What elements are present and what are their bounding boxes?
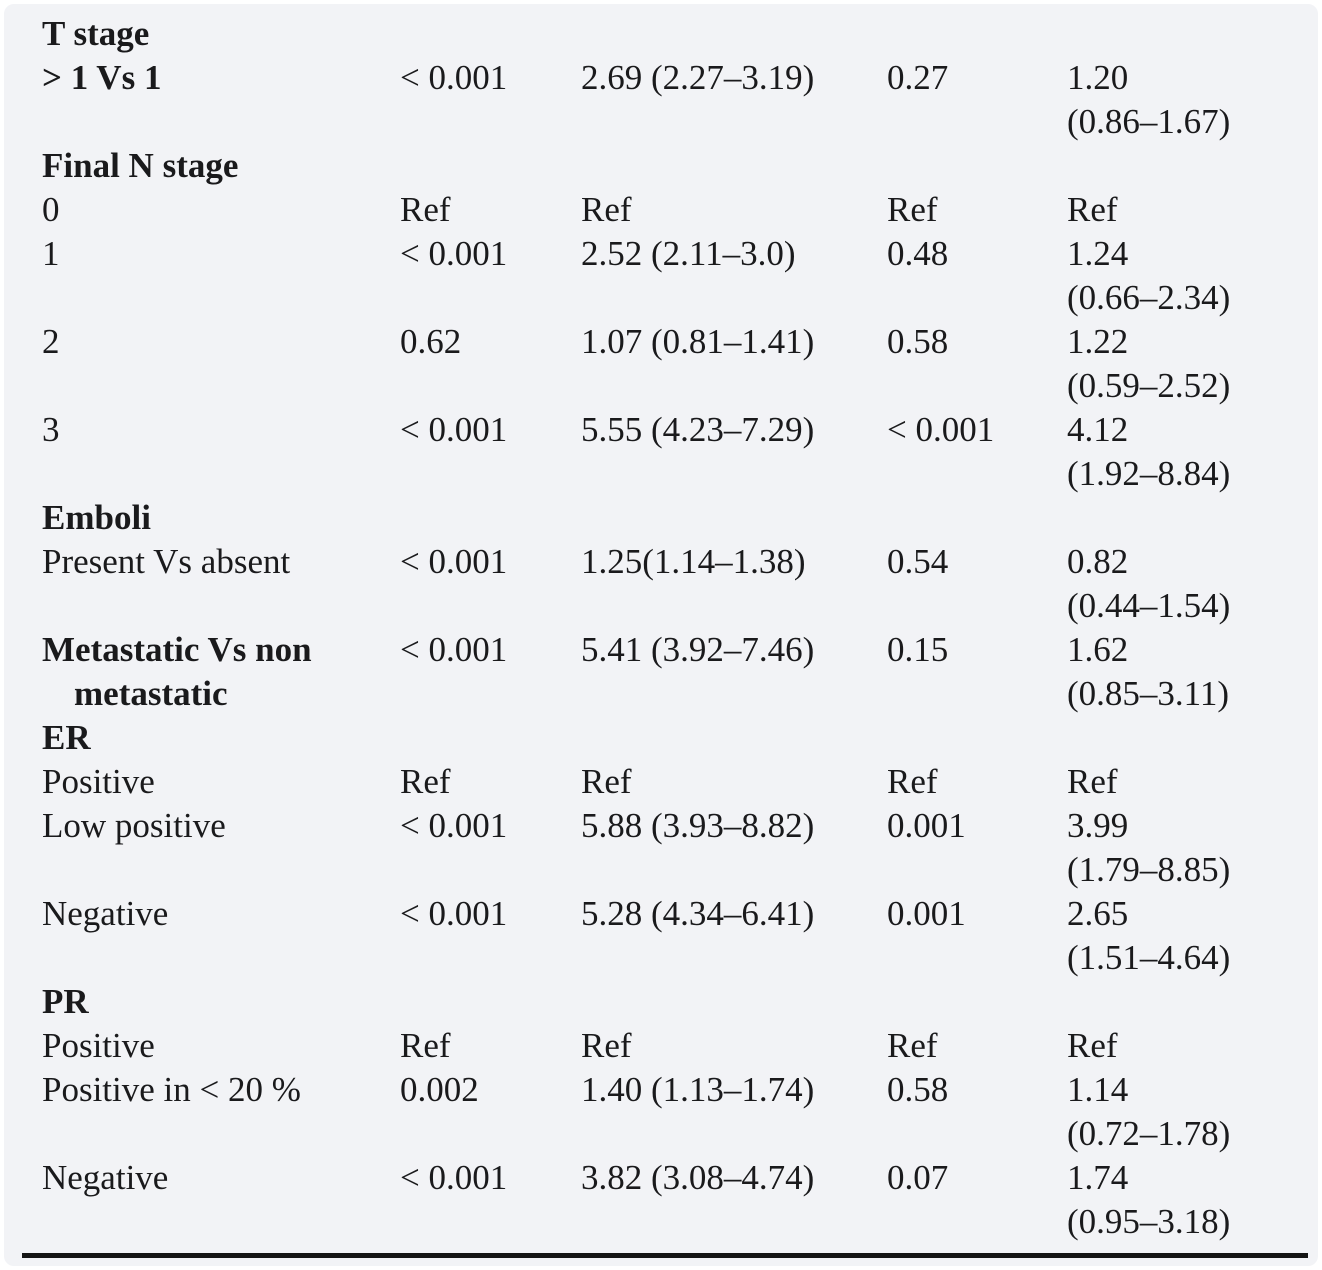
table-row: 0 Ref Ref Ref Ref: [42, 188, 1294, 232]
estimate-ci-cell: Ref: [1067, 190, 1118, 229]
estimate-ci-cell: 1.24 (0.66–2.34): [1067, 234, 1231, 317]
table-row: Positive in < 20 % 0.002 1.40 (1.13–1.74…: [42, 1068, 1294, 1156]
p-value-cell: 0.58: [887, 1070, 949, 1109]
section-label: ER: [42, 718, 91, 757]
table-row: > 1 Vs 1 < 0.001 2.69 (2.27–3.19) 0.27 1…: [42, 56, 1294, 144]
p-value-cell: < 0.001: [400, 630, 508, 669]
row-label: Low positive: [42, 806, 226, 845]
section-label: Final N stage: [42, 146, 239, 185]
p-value-cell: 0.58: [887, 322, 949, 361]
p-value-cell: 0.001: [887, 894, 966, 933]
p-value-cell: < 0.001: [887, 410, 995, 449]
estimate-ci-cell: 0.82 (0.44–1.54): [1067, 542, 1231, 625]
estimate-ci-cell: 1.22 (0.59–2.52): [1067, 322, 1231, 405]
table-section-row: Final N stage: [42, 144, 1294, 188]
row-label: Metastatic Vs non metastatic: [42, 630, 312, 713]
row-label: 3: [42, 410, 60, 449]
row-label: Present Vs absent: [42, 542, 291, 581]
estimate-ci-cell: 1.74 (0.95–3.18): [1067, 1158, 1231, 1241]
section-label: PR: [42, 982, 89, 1021]
table-row: Negative < 0.001 5.28 (4.34–6.41) 0.001 …: [42, 892, 1294, 980]
estimate-ci-cell: 2.52 (2.11–3.0): [581, 234, 796, 273]
row-label: Positive: [42, 762, 155, 801]
estimate-ci-cell: 5.41 (3.92–7.46): [581, 630, 815, 669]
p-value-cell: Ref: [400, 1026, 451, 1065]
p-value-cell: 0.48: [887, 234, 949, 273]
row-label: Negative: [42, 1158, 169, 1197]
p-value-cell: Ref: [887, 1026, 938, 1065]
row-label: 2: [42, 322, 60, 361]
table-section-row: Emboli: [42, 496, 1294, 540]
estimate-ci-cell: 1.07 (0.81–1.41): [581, 322, 815, 361]
estimate-ci-cell: Ref: [581, 1026, 632, 1065]
estimate-ci-cell: 3.82 (3.08–4.74): [581, 1158, 815, 1197]
estimate-ci-cell: 1.62 (0.85–3.11): [1067, 630, 1230, 713]
p-value-cell: 0.27: [887, 58, 949, 97]
p-value-cell: Ref: [400, 762, 451, 801]
table-row: 3 < 0.001 5.55 (4.23–7.29) < 0.001 4.12 …: [42, 408, 1294, 496]
row-label: Negative: [42, 894, 169, 933]
table-section-row: PR: [42, 980, 1294, 1024]
p-value-cell: < 0.001: [400, 806, 508, 845]
table-row: Metastatic Vs non metastatic < 0.001 5.4…: [42, 628, 1294, 716]
p-value-cell: 0.07: [887, 1158, 949, 1197]
estimate-ci-cell: Ref: [581, 190, 632, 229]
estimate-ci-cell: Ref: [1067, 1026, 1118, 1065]
estimate-ci-cell: 1.20 (0.86–1.67): [1067, 58, 1231, 141]
estimate-ci-cell: 2.65 (1.51–4.64): [1067, 894, 1231, 977]
table-row: Positive Ref Ref Ref Ref: [42, 1024, 1294, 1068]
p-value-cell: < 0.001: [400, 1158, 508, 1197]
table-row: 2 0.62 1.07 (0.81–1.41) 0.58 1.22 (0.59–…: [42, 320, 1294, 408]
row-label: > 1 Vs 1: [42, 58, 162, 97]
table-row: Negative < 0.001 3.82 (3.08–4.74) 0.07 1…: [42, 1156, 1294, 1244]
table-row: Present Vs absent < 0.001 1.25(1.14–1.38…: [42, 540, 1294, 628]
table-row: Positive Ref Ref Ref Ref: [42, 760, 1294, 804]
estimate-ci-cell: 1.14 (0.72–1.78): [1067, 1070, 1231, 1153]
estimate-ci-cell: 4.12 (1.92–8.84): [1067, 410, 1231, 493]
p-value-cell: < 0.001: [400, 894, 508, 933]
p-value-cell: Ref: [887, 190, 938, 229]
p-value-cell: < 0.001: [400, 542, 508, 581]
table-row: 1 < 0.001 2.52 (2.11–3.0) 0.48 1.24 (0.6…: [42, 232, 1294, 320]
estimate-ci-cell: 1.40 (1.13–1.74): [581, 1070, 815, 1109]
estimate-ci-cell: 5.28 (4.34–6.41): [581, 894, 815, 933]
estimate-ci-cell: 3.99 (1.79–8.85): [1067, 806, 1231, 889]
row-label: 1: [42, 234, 60, 273]
estimate-ci-cell: 5.88 (3.93–8.82): [581, 806, 815, 845]
estimate-ci-cell: 2.69 (2.27–3.19): [581, 58, 815, 97]
p-value-cell: 0.62: [400, 322, 462, 361]
table-section-row: ER: [42, 716, 1294, 760]
section-label: Emboli: [42, 498, 151, 537]
table-section-row: T stage: [42, 12, 1294, 56]
table-bottom-rule: [22, 1253, 1308, 1258]
row-label: Positive: [42, 1026, 155, 1065]
row-label: 0: [42, 190, 60, 229]
section-label: T stage: [42, 14, 150, 53]
p-value-cell: Ref: [400, 190, 451, 229]
estimate-ci-cell: Ref: [1067, 762, 1118, 801]
p-value-cell: Ref: [887, 762, 938, 801]
p-value-cell: 0.54: [887, 542, 949, 581]
row-label: Positive in < 20 %: [42, 1070, 301, 1109]
estimate-ci-cell: 1.25(1.14–1.38): [581, 542, 806, 581]
estimate-ci-cell: 5.55 (4.23–7.29): [581, 410, 815, 449]
p-value-cell: < 0.001: [400, 58, 508, 97]
p-value-cell: < 0.001: [400, 234, 508, 273]
p-value-cell: 0.15: [887, 630, 949, 669]
p-value-cell: < 0.001: [400, 410, 508, 449]
estimate-ci-cell: Ref: [581, 762, 632, 801]
p-value-cell: 0.001: [887, 806, 966, 845]
p-value-cell: 0.002: [400, 1070, 479, 1109]
table-row: Low positive < 0.001 5.88 (3.93–8.82) 0.…: [42, 804, 1294, 892]
results-table: T stage > 1 Vs 1 < 0.001 2.69 (2.27–3.19…: [42, 12, 1294, 1244]
